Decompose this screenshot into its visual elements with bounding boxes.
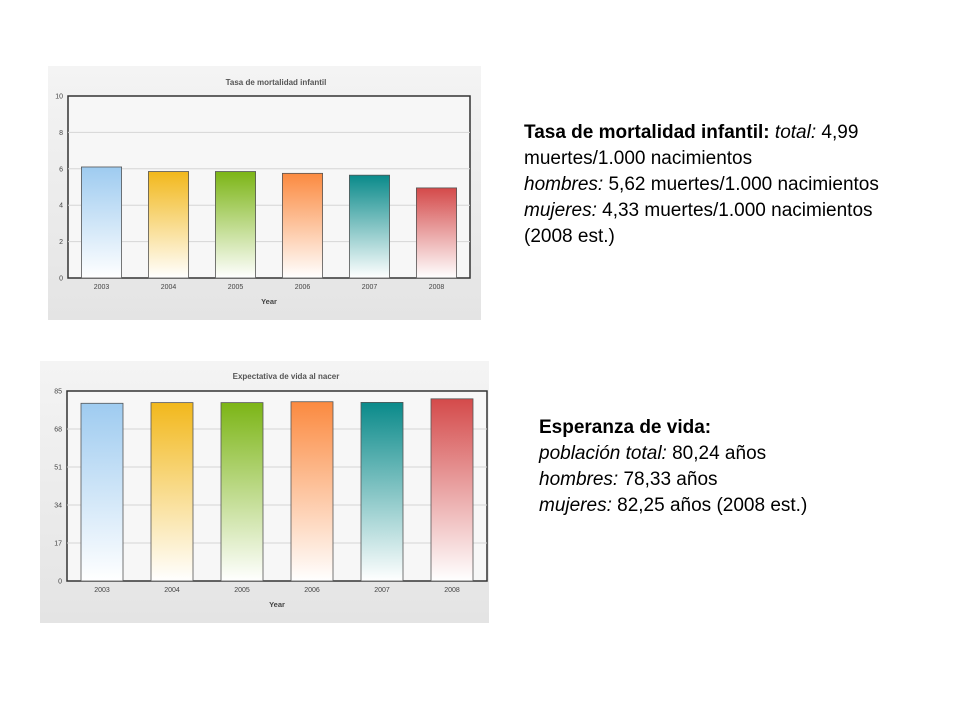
men-label: hombres:	[524, 174, 604, 195]
x-tick-label: 2004	[164, 587, 180, 594]
total-value: 80,24 años	[672, 443, 767, 464]
bar-2003	[81, 166, 123, 279]
bar-2006	[281, 172, 323, 279]
total-value: 4,99 muertes/1.000 nacimientos	[524, 122, 859, 169]
y-tick-label: 8	[59, 130, 63, 137]
x-axis-label: Year	[269, 600, 285, 609]
women-value: 82,25 años (2008 est.)	[617, 495, 808, 516]
y-tick-label: 4	[59, 203, 63, 210]
women-label: mujeres:	[539, 495, 612, 516]
life-expectancy-men-line: hombres: 78,33 años	[539, 467, 839, 493]
infant-mortality-info: Tasa de mortalidad infantil: total: 4,99…	[524, 120, 896, 250]
men-value: 5,62 muertes/1.000 nacimientos	[608, 174, 879, 195]
x-tick-label: 2003	[94, 587, 110, 594]
x-tick-label: 2007	[362, 284, 378, 291]
life-expectancy-heading-line: Esperanza de vida:	[539, 415, 839, 441]
y-tick-label: 34	[54, 503, 62, 510]
bar-2008	[430, 398, 474, 582]
infant-mortality-heading: Tasa de mortalidad infantil:	[524, 122, 770, 143]
life-expectancy-chart: Expectativa de vida al nacer 0 17 34 51 68 85 2…	[40, 361, 489, 623]
bar-2005	[220, 402, 264, 582]
x-tick-label: 2008	[444, 587, 460, 594]
total-label: total:	[774, 122, 817, 143]
x-tick-label: 2006	[304, 587, 320, 594]
bar-2003	[80, 402, 124, 582]
x-tick-label: 2005	[234, 587, 250, 594]
y-tick-label: 0	[59, 276, 63, 283]
men-label: hombres:	[539, 469, 619, 490]
x-axis-label: Year	[261, 297, 277, 306]
women-value: 4,33 muertes/1.000 nacimientos (2008 est…	[524, 200, 873, 247]
bar-2006	[290, 401, 334, 582]
x-tick-label: 2007	[374, 587, 390, 594]
bar-2005	[214, 171, 256, 279]
plot-area	[67, 95, 471, 279]
y-tick-label: 85	[54, 389, 62, 396]
chart-title: Expectativa de vida al nacer	[233, 372, 340, 381]
life-expectancy-chart-svg: Expectativa de vida al nacer 0 17 34 51 68 85 2…	[54, 372, 488, 609]
chart-title: Tasa de mortalidad infantil	[226, 78, 327, 87]
life-expectancy-heading: Esperanza de vida:	[539, 417, 712, 438]
infant-mortality-women-line: mujeres: 4,33 muertes/1.000 nacimientos …	[524, 198, 896, 250]
y-tick-label: 6	[59, 166, 63, 173]
plot-area	[66, 390, 488, 582]
women-label: mujeres:	[524, 200, 597, 221]
infant-mortality-chart-svg: Tasa de mortalidad infantil 0 2 4 6 8 10 2003 20…	[55, 78, 471, 306]
infant-mortality-men-line: hombres: 5,62 muertes/1.000 nacimientos	[524, 172, 896, 198]
bar-2008	[415, 187, 457, 279]
y-tick-label: 17	[54, 541, 62, 548]
bar-2007	[360, 402, 404, 582]
x-tick-label: 2005	[228, 284, 244, 291]
bar-2004	[150, 402, 194, 582]
infant-mortality-total-line: Tasa de mortalidad infantil: total: 4,99…	[524, 120, 896, 172]
bar-2004	[148, 171, 190, 279]
y-tick-label: 51	[54, 465, 62, 472]
y-tick-label: 2	[59, 239, 63, 246]
y-tick-label: 68	[54, 427, 62, 434]
infant-mortality-chart: Tasa de mortalidad infantil 0 2 4 6 8 10 2003 20…	[48, 66, 481, 320]
y-tick-label: 10	[55, 94, 63, 101]
life-expectancy-total-line: población total: 80,24 años	[539, 441, 839, 467]
x-tick-label: 2004	[161, 284, 177, 291]
life-expectancy-info: Esperanza de vida: población total: 80,2…	[539, 415, 839, 519]
x-tick-label: 2003	[94, 284, 110, 291]
men-value: 78,33 años	[623, 469, 718, 490]
y-tick-label: 0	[58, 579, 62, 586]
total-label: población total:	[539, 443, 667, 464]
x-tick-label: 2008	[429, 284, 445, 291]
x-tick-label: 2006	[295, 284, 311, 291]
life-expectancy-women-line: mujeres: 82,25 años (2008 est.)	[539, 493, 839, 519]
bar-2007	[348, 174, 390, 279]
